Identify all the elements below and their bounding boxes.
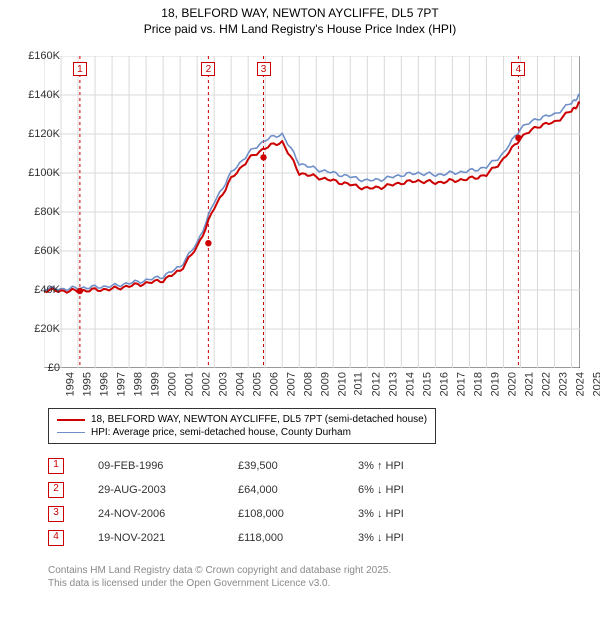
xtick-label: 1997 — [116, 372, 128, 396]
xtick-label: 2000 — [167, 372, 179, 396]
xtick-label: 2007 — [286, 372, 298, 396]
col-pct: 3% ↓ HPI — [358, 508, 438, 520]
title-line1: 18, BELFORD WAY, NEWTON AYCLIFFE, DL5 7P… — [0, 6, 600, 22]
col-date: 09-FEB-1996 — [98, 460, 238, 472]
col-price: £108,000 — [238, 508, 358, 520]
xtick-label: 2023 — [558, 372, 570, 396]
chart-svg — [44, 56, 580, 368]
col-pct: 3% ↑ HPI — [358, 460, 438, 472]
legend-label: HPI: Average price, semi-detached house,… — [91, 427, 351, 438]
table-marker: 3 — [48, 506, 64, 522]
col-price: £39,500 — [238, 460, 358, 472]
transaction-marker: 3 — [257, 62, 271, 76]
ytick-label: £60K — [34, 245, 60, 257]
footer: Contains HM Land Registry data © Crown c… — [48, 564, 391, 590]
legend-item-price-paid: 18, BELFORD WAY, NEWTON AYCLIFFE, DL5 7P… — [57, 413, 427, 426]
xtick-label: 2009 — [320, 372, 332, 396]
table-marker: 4 — [48, 530, 64, 546]
transaction-marker: 2 — [201, 62, 215, 76]
footer-line2: This data is licensed under the Open Gov… — [48, 577, 391, 590]
legend-swatch — [57, 432, 85, 433]
xtick-label: 2013 — [388, 372, 400, 396]
table-row: 1 09-FEB-1996£39,5003% ↑ HPI — [48, 454, 438, 478]
col-pct: 3% ↓ HPI — [358, 532, 438, 544]
col-date: 24-NOV-2006 — [98, 508, 238, 520]
table-marker: 1 — [48, 458, 64, 474]
col-date: 29-AUG-2003 — [98, 484, 238, 496]
xtick-label: 1998 — [133, 372, 145, 396]
ytick-label: £0 — [48, 362, 60, 374]
col-price: £64,000 — [238, 484, 358, 496]
xtick-label: 2014 — [405, 372, 417, 396]
xtick-label: 2001 — [184, 372, 196, 396]
legend-item-hpi: HPI: Average price, semi-detached house,… — [57, 426, 427, 439]
legend-label: 18, BELFORD WAY, NEWTON AYCLIFFE, DL5 7P… — [91, 414, 427, 425]
xtick-label: 2015 — [422, 372, 434, 396]
transaction-table: 109-FEB-1996£39,5003% ↑ HPI229-AUG-2003£… — [48, 454, 438, 550]
transaction-marker: 1 — [73, 62, 87, 76]
ytick-label: £20K — [34, 323, 60, 335]
table-marker: 2 — [48, 482, 64, 498]
table-row: 2 29-AUG-2003£64,0006% ↓ HPI — [48, 478, 438, 502]
table-row: 4 19-NOV-2021£118,0003% ↓ HPI — [48, 526, 438, 550]
xtick-label: 2005 — [252, 372, 264, 396]
xtick-label: 2011 — [353, 372, 365, 396]
xtick-label: 1994 — [64, 372, 76, 396]
xtick-label: 2003 — [218, 372, 230, 396]
footer-line1: Contains HM Land Registry data © Crown c… — [48, 564, 391, 577]
col-pct: 6% ↓ HPI — [358, 484, 438, 496]
col-date: 19-NOV-2021 — [98, 532, 238, 544]
col-price: £118,000 — [238, 532, 358, 544]
xtick-label: 2004 — [235, 372, 247, 396]
ytick-label: £80K — [34, 206, 60, 218]
xtick-label: 1999 — [150, 372, 162, 396]
xtick-label: 2012 — [371, 372, 383, 396]
ytick-label: £140K — [28, 89, 60, 101]
chart-title: 18, BELFORD WAY, NEWTON AYCLIFFE, DL5 7P… — [0, 6, 600, 37]
xtick-label: 2022 — [541, 372, 553, 396]
xtick-label: 2016 — [439, 372, 451, 396]
xtick-label: 2008 — [303, 372, 315, 396]
ytick-label: £120K — [28, 128, 60, 140]
xtick-label: 2002 — [201, 372, 213, 396]
xtick-label: 2021 — [524, 372, 536, 396]
chart-area — [44, 56, 580, 368]
xtick-label: 2024 — [575, 372, 587, 396]
xtick-label: 2010 — [337, 372, 349, 396]
xtick-label: 2025 — [592, 372, 600, 396]
xtick-label: 2017 — [456, 372, 468, 396]
transaction-marker: 4 — [511, 62, 525, 76]
legend: 18, BELFORD WAY, NEWTON AYCLIFFE, DL5 7P… — [48, 408, 436, 444]
ytick-label: £160K — [28, 50, 60, 62]
table-row: 3 24-NOV-2006£108,0003% ↓ HPI — [48, 502, 438, 526]
legend-swatch — [57, 419, 85, 421]
xtick-label: 2006 — [269, 372, 281, 396]
xtick-label: 2019 — [490, 372, 502, 396]
xtick-label: 2018 — [473, 372, 485, 396]
title-line2: Price paid vs. HM Land Registry's House … — [0, 22, 600, 38]
xtick-label: 2020 — [507, 372, 519, 396]
ytick-label: £40K — [34, 284, 60, 296]
xtick-label: 1995 — [82, 372, 94, 396]
xtick-label: 1996 — [99, 372, 111, 396]
ytick-label: £100K — [28, 167, 60, 179]
